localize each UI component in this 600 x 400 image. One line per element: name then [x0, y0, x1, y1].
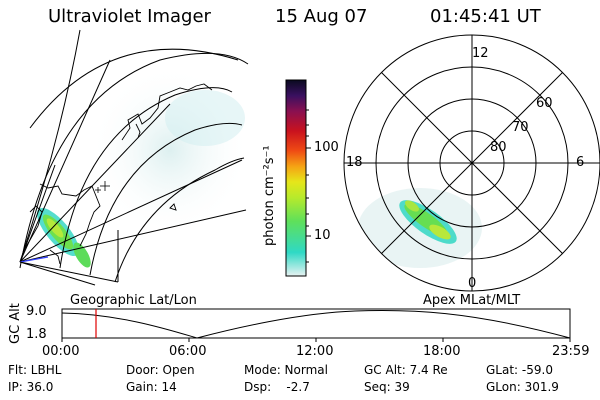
date-label: 15 Aug 07 — [275, 6, 368, 27]
polar-map — [343, 34, 600, 292]
mlt-label-0: 0 — [468, 276, 477, 291]
mlat-label-60: 60 — [536, 96, 553, 111]
geo-markers — [95, 181, 110, 193]
sun-direction-line — [19, 256, 49, 263]
instrument-title: Ultraviolet Imager — [48, 6, 211, 27]
altitude-xticks — [61, 338, 571, 342]
altitude-xtick-2359: 23:59 — [552, 344, 590, 359]
mlt-label-12: 12 — [472, 46, 489, 61]
altitude-xtick-0000: 00:00 — [42, 344, 80, 359]
info-gain: Gain: 14 — [126, 380, 177, 394]
coastlines — [23, 83, 213, 265]
info-ip: IP: 36.0 — [8, 380, 54, 394]
altitude-xtick-1200: 12:00 — [296, 344, 334, 359]
altitude-curve — [61, 309, 571, 339]
colorbar-tick-10: 10 — [314, 228, 331, 243]
altitude-ytick-9: 9.0 — [26, 304, 47, 319]
colorbar — [285, 79, 307, 277]
altitude-xtick-1800: 18:00 — [423, 344, 461, 359]
colorbar-unit-label: photon cm⁻²s⁻¹ — [262, 145, 277, 246]
time-label: 01:45:41 UT — [430, 6, 541, 27]
info-gc-alt: GC Alt: 7.4 Re — [364, 363, 448, 377]
colorbar-ticks — [306, 109, 311, 263]
altitude-plot-frame — [61, 308, 571, 339]
info-filter: Flt: LBHL — [8, 363, 62, 377]
latitude-circles — [19, 48, 249, 283]
mlt-label-6: 6 — [576, 155, 585, 170]
altitude-xtick-0600: 06:00 — [169, 344, 207, 359]
mlt-label-18: 18 — [346, 155, 363, 170]
geographic-map — [19, 29, 250, 286]
info-glat: GLat: -59.0 — [486, 363, 553, 377]
info-dsp: Dsp: -2.7 — [244, 380, 310, 394]
longitude-lines — [19, 29, 247, 286]
info-seq: Seq: 39 — [364, 380, 410, 394]
info-door: Door: Open — [126, 363, 195, 377]
altitude-plot — [61, 308, 571, 342]
geo-frame — [19, 230, 119, 283]
geo-panel-label: Geographic Lat/Lon — [70, 293, 197, 308]
polar-grid — [343, 34, 600, 292]
altitude-ytick-1-8: 1.8 — [26, 327, 47, 342]
altitude-ylabel: GC Alt — [8, 303, 23, 344]
mlat-label-80: 80 — [490, 140, 507, 155]
polar-panel-label: Apex MLat/MLT — [423, 293, 521, 308]
mlat-label-70: 70 — [512, 120, 529, 135]
info-glon: GLon: 301.9 — [486, 380, 559, 394]
colorbar-tick-100: 100 — [314, 140, 339, 155]
info-mode: Mode: Normal — [244, 363, 328, 377]
